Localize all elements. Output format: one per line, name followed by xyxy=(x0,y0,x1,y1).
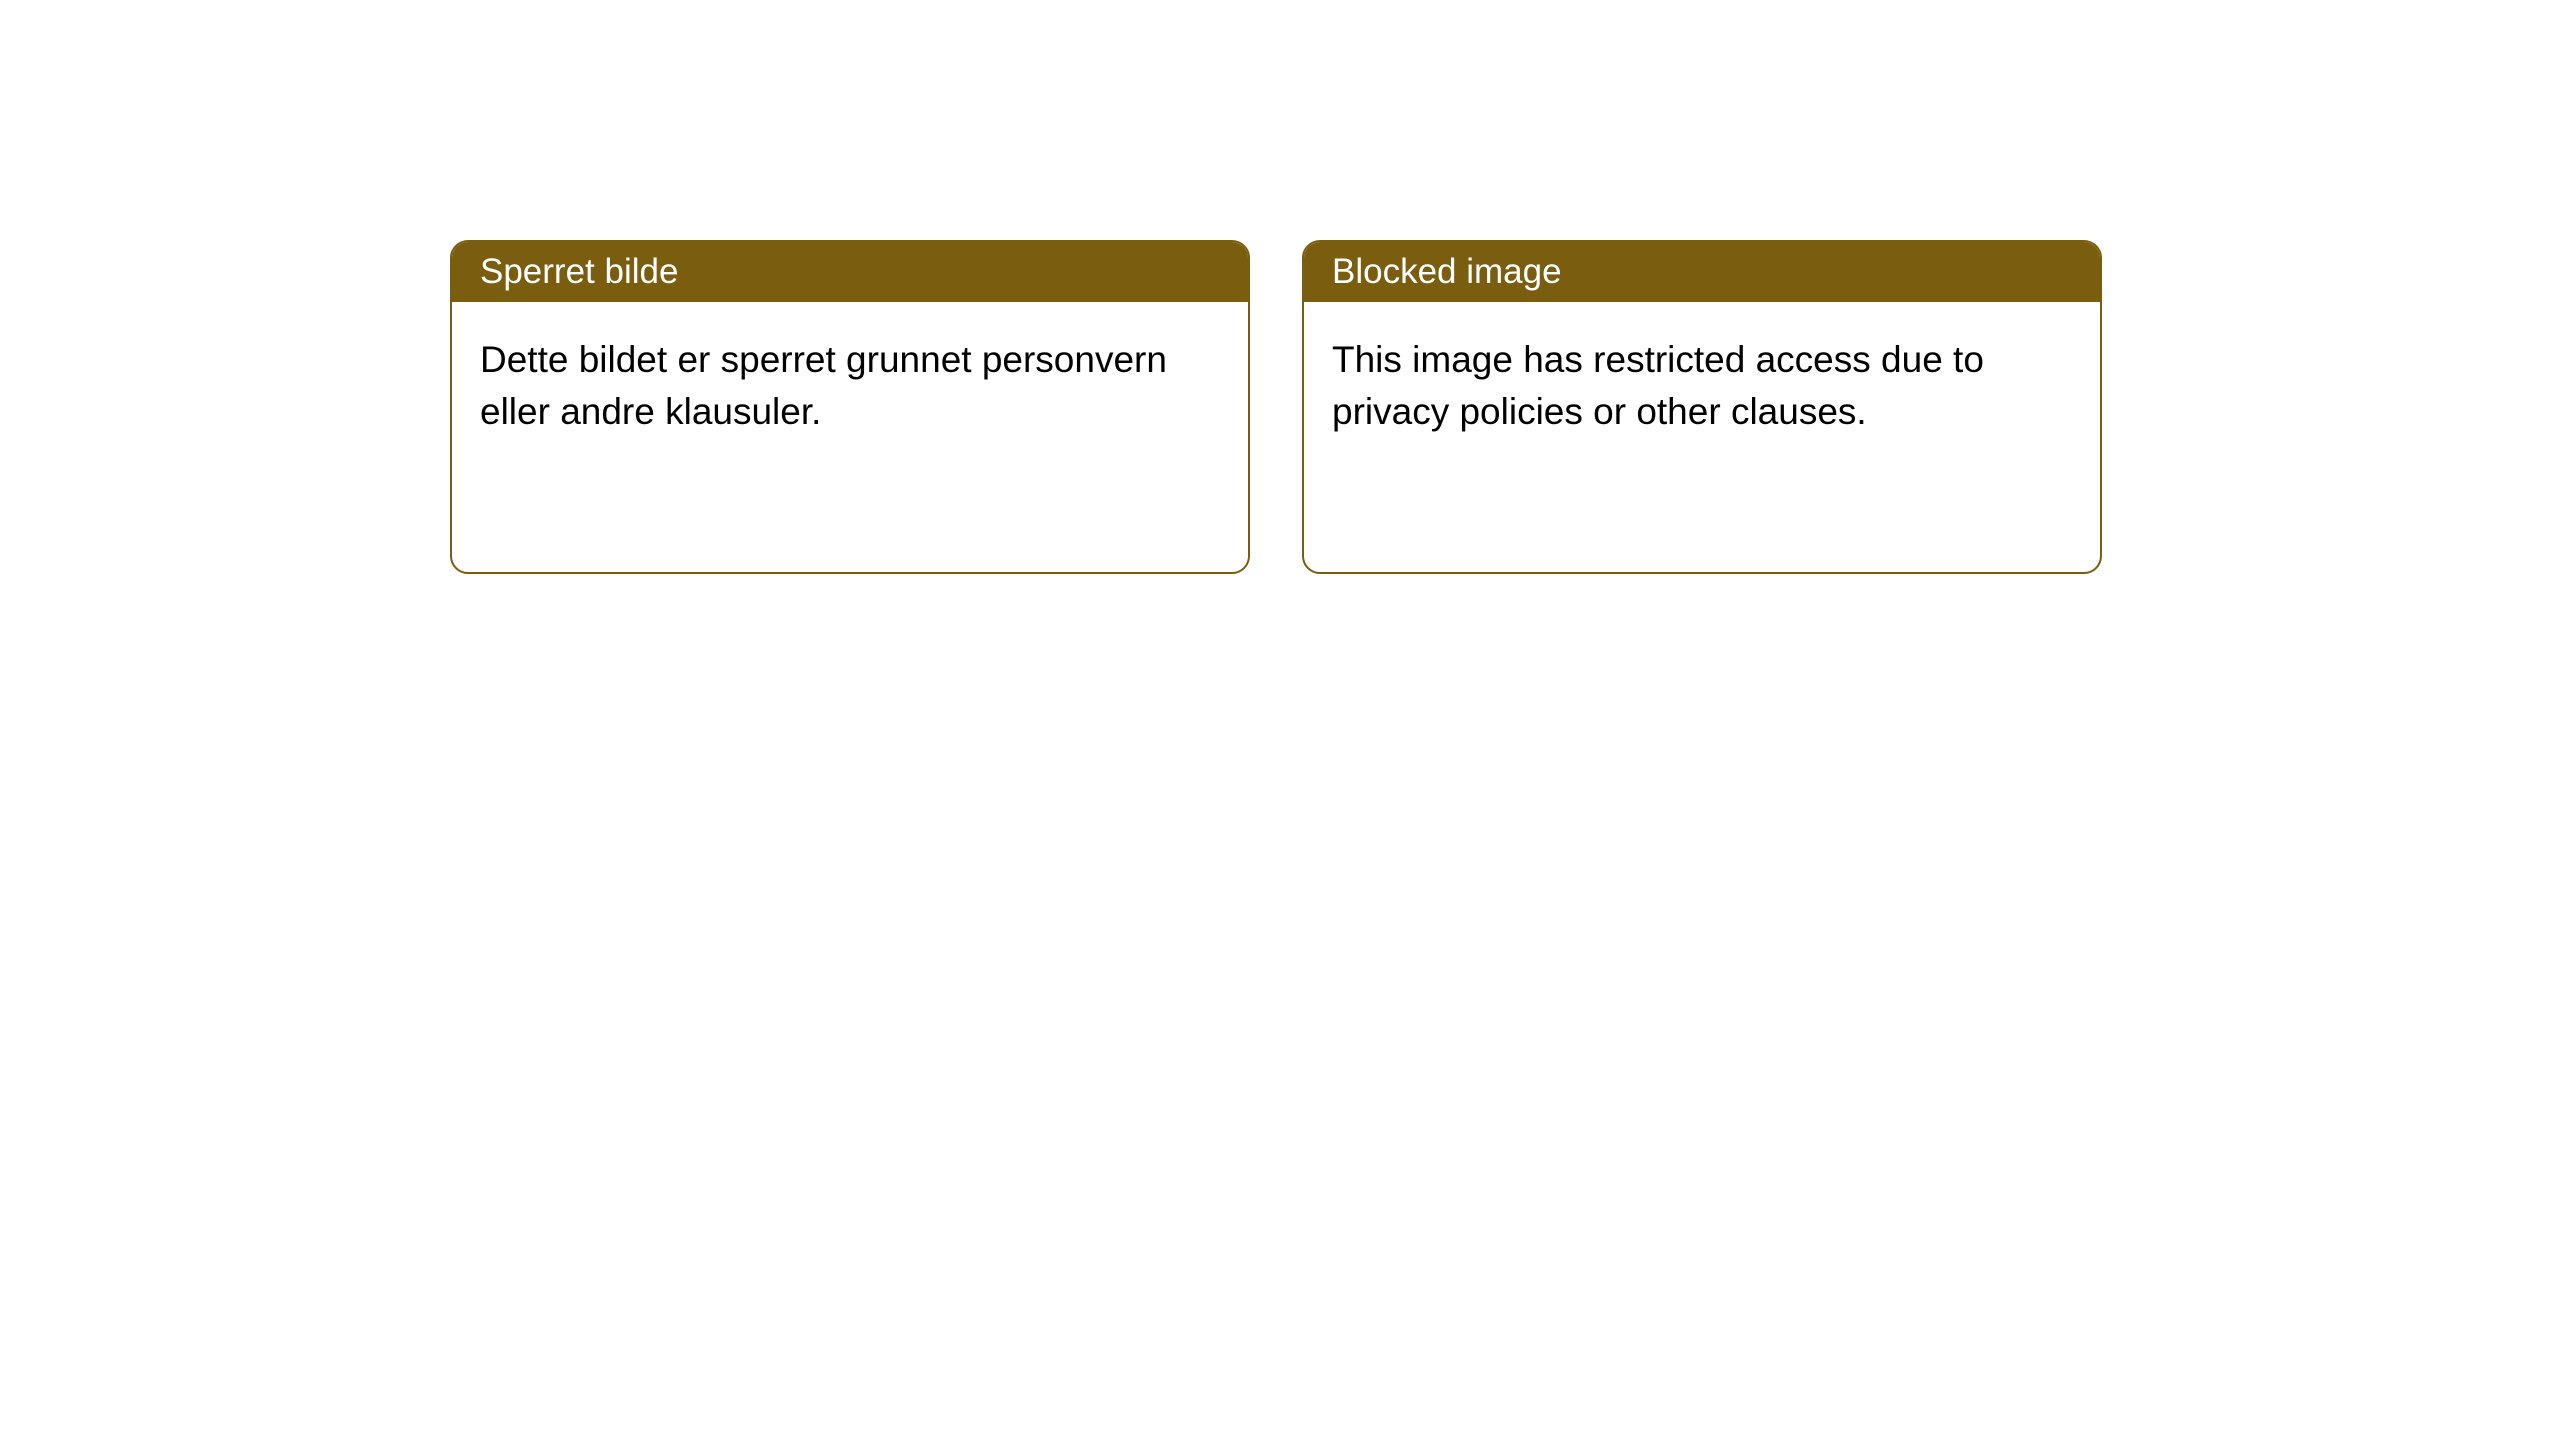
notice-card-english: Blocked image This image has restricted … xyxy=(1302,240,2102,574)
notice-text: This image has restricted access due to … xyxy=(1332,339,1984,432)
notice-card-norwegian: Sperret bilde Dette bildet er sperret gr… xyxy=(450,240,1250,574)
notice-header: Blocked image xyxy=(1304,242,2100,302)
notice-title: Blocked image xyxy=(1332,252,1562,292)
notice-container: Sperret bilde Dette bildet er sperret gr… xyxy=(0,0,2560,574)
notice-text: Dette bildet er sperret grunnet personve… xyxy=(480,339,1167,432)
notice-body: This image has restricted access due to … xyxy=(1304,302,2100,470)
notice-body: Dette bildet er sperret grunnet personve… xyxy=(452,302,1248,470)
notice-header: Sperret bilde xyxy=(452,242,1248,302)
notice-title: Sperret bilde xyxy=(480,252,678,292)
